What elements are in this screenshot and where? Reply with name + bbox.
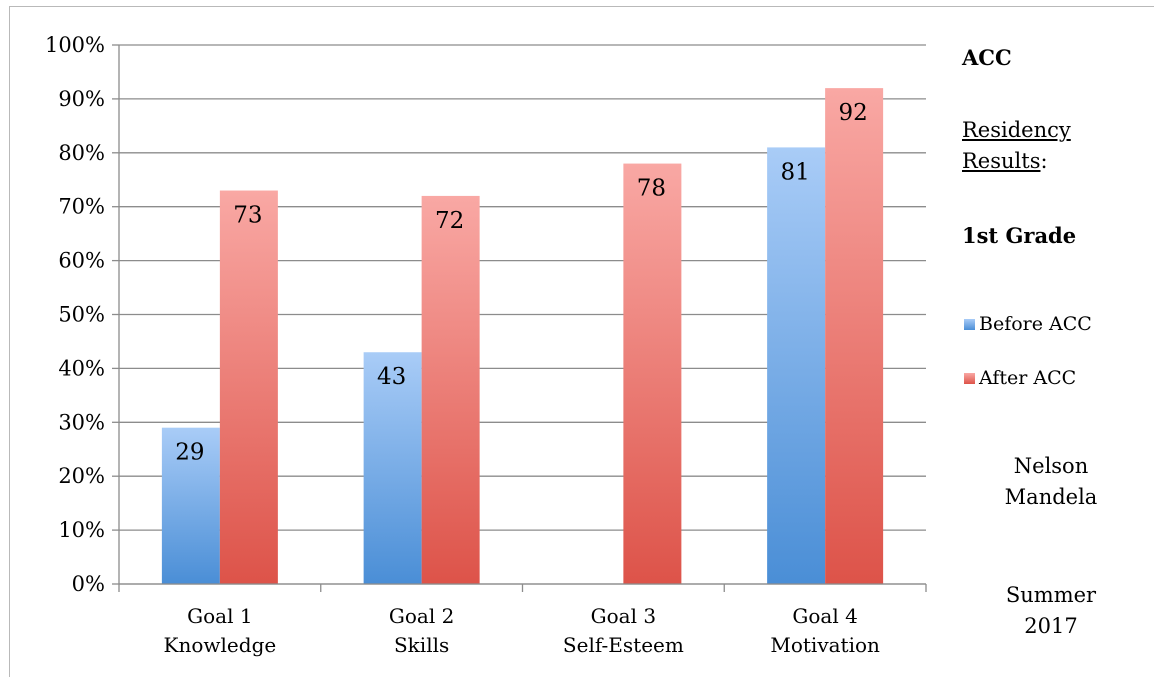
legend-label-after: After ACC (979, 367, 1077, 389)
x-category-label: Goal 4 (792, 604, 857, 628)
bar-after-2 (421, 195, 480, 585)
chart-title: ACC (962, 45, 1012, 70)
x-category-label: Knowledge (164, 633, 277, 657)
legend-swatch-before (964, 318, 975, 330)
season-label: Summer 2017 (986, 580, 1116, 642)
data-label: 92 (838, 100, 867, 126)
grade-label: 1st Grade (962, 223, 1077, 248)
subtitle-line1: Residency (962, 118, 1071, 142)
y-tick-label: 40% (58, 356, 105, 380)
legend-item-after: After ACC (964, 367, 1076, 389)
x-category-label: Goal 2 (389, 604, 454, 628)
bar-after-4 (825, 88, 884, 585)
x-category-label: Skills (394, 633, 449, 657)
data-label: 29 (175, 440, 204, 466)
bar-chart: 0% 10% 20% 30% 40% 50% 60% 70% 80% 90% 100% 29 73 Goa… (45, 33, 927, 657)
y-tick-label: 20% (58, 464, 105, 488)
bar-after-1 (219, 190, 278, 584)
subtitle-line2: Results (962, 149, 1041, 173)
y-tick-label: 100% (45, 33, 105, 57)
x-category-label: Self-Esteem (563, 633, 684, 657)
legend-swatch-after (964, 372, 975, 384)
y-tick-label: 30% (58, 410, 105, 434)
season-line1: Summer (1005, 583, 1097, 607)
bar-after-3 (623, 163, 682, 584)
bar-before-4 (767, 147, 826, 584)
legend-item-before: Before ACC (964, 313, 1092, 335)
subtitle-colon: : (1040, 149, 1048, 173)
chart-frame (9, 6, 1154, 677)
school-name: Nelson Mandela (986, 451, 1116, 513)
y-tick-label: 60% (58, 249, 105, 273)
y-tick-label: 90% (58, 87, 105, 111)
legend-label-before: Before ACC (979, 313, 1092, 335)
school-line2: Mandela (1004, 485, 1098, 509)
chart-subtitle: Residency Results: (962, 115, 1071, 177)
data-label: 72 (435, 208, 464, 234)
data-label: 78 (637, 176, 666, 202)
y-tick-label: 80% (58, 141, 105, 165)
chart-side-panel: ACC Residency Results: 1st Grade Before … (946, 0, 1146, 677)
data-label: 73 (233, 203, 262, 229)
x-category-label: Goal 1 (187, 604, 252, 628)
school-line1: Nelson (1013, 454, 1089, 478)
bar-before-2 (363, 352, 422, 584)
bar-before-1 (161, 427, 220, 584)
y-tick-label: 10% (58, 518, 105, 542)
data-label: 43 (377, 364, 406, 390)
y-tick-label: 50% (58, 303, 105, 327)
y-tick-label: 0% (72, 572, 105, 596)
x-category-label: Motivation (770, 633, 880, 657)
season-line2: 2017 (1024, 614, 1078, 638)
x-category-label: Goal 3 (591, 604, 656, 628)
data-label: 81 (780, 159, 809, 185)
y-tick-label: 70% (58, 195, 105, 219)
